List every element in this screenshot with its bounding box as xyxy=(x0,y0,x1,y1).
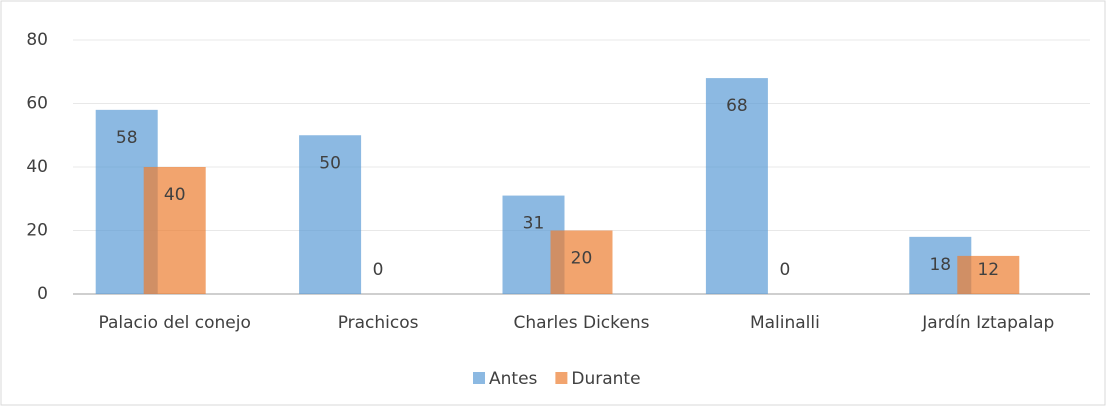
legend-swatch xyxy=(473,372,485,384)
bar xyxy=(299,135,362,294)
y-tick-label: 20 xyxy=(26,221,48,241)
legend-label: Antes xyxy=(489,369,538,389)
x-tick-label: Prachicos xyxy=(338,313,419,333)
x-tick-label: Palacio del conejo xyxy=(98,313,250,333)
y-tick-label: 40 xyxy=(26,157,48,177)
x-tick-label: Charles Dickens xyxy=(514,313,650,333)
bar xyxy=(550,230,613,294)
data-label: 50 xyxy=(319,153,341,173)
x-tick-label: Malinalli xyxy=(750,313,820,333)
bar xyxy=(705,78,768,294)
data-label: 12 xyxy=(977,260,999,280)
data-label: 58 xyxy=(116,128,138,148)
data-label: 20 xyxy=(571,249,593,269)
bar xyxy=(143,167,206,294)
bar xyxy=(957,255,1020,294)
data-label: 0 xyxy=(779,260,790,280)
legend-swatch xyxy=(555,372,568,384)
data-label: 68 xyxy=(726,96,748,116)
data-label: 40 xyxy=(164,185,186,205)
y-tick-label: 80 xyxy=(26,30,48,50)
y-tick-label: 0 xyxy=(37,284,48,304)
x-tick-label: Jardín Iztapalap xyxy=(921,313,1054,333)
data-label: 0 xyxy=(373,260,384,280)
y-tick-label: 60 xyxy=(26,94,48,114)
legend-label: Durante xyxy=(571,369,640,389)
data-label: 31 xyxy=(523,214,545,234)
data-label: 18 xyxy=(929,255,951,275)
